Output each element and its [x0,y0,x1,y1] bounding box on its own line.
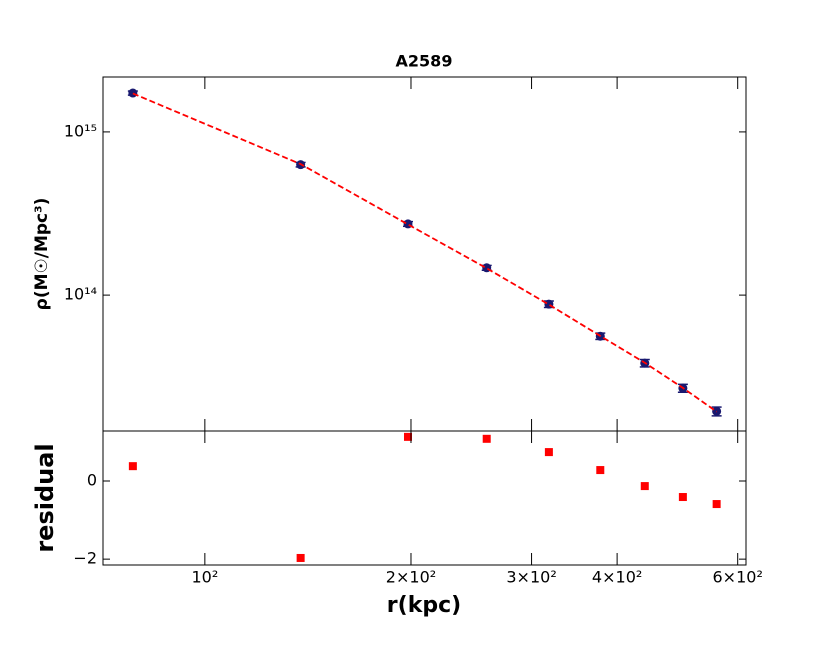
y-tick-label: −2 [73,549,97,568]
residual-point [712,500,721,509]
y-tick-label: 0 [87,471,97,490]
residual-point [640,482,649,491]
residual-point [678,493,687,502]
residual-panel-frame [102,430,747,566]
x-tick-label: 3×10² [506,568,556,587]
residual-point [403,432,412,441]
x-axis-label: r(kpc) [387,593,461,618]
residual-point [482,434,491,443]
residual-point [544,448,553,457]
top-panel-frame [102,76,747,432]
residual-point [296,553,305,562]
x-tick-label: 4×10² [592,568,642,587]
y-tick-label: 10¹⁵ [64,121,97,140]
residual-point [128,462,137,471]
residual-point [596,466,605,475]
x-tick-label: 2×10² [386,568,436,587]
x-tick-label: 6×10² [713,568,763,587]
y-tick-label: 10¹⁴ [64,285,97,304]
fit-line [132,92,718,413]
data-point [128,88,138,98]
chart-title: A2589 [396,52,453,71]
x-tick-label: 10² [191,568,218,587]
residual-axis-label: residual [31,443,59,552]
y-axis-label: ρ(M☉/Mpc³) [32,198,52,311]
